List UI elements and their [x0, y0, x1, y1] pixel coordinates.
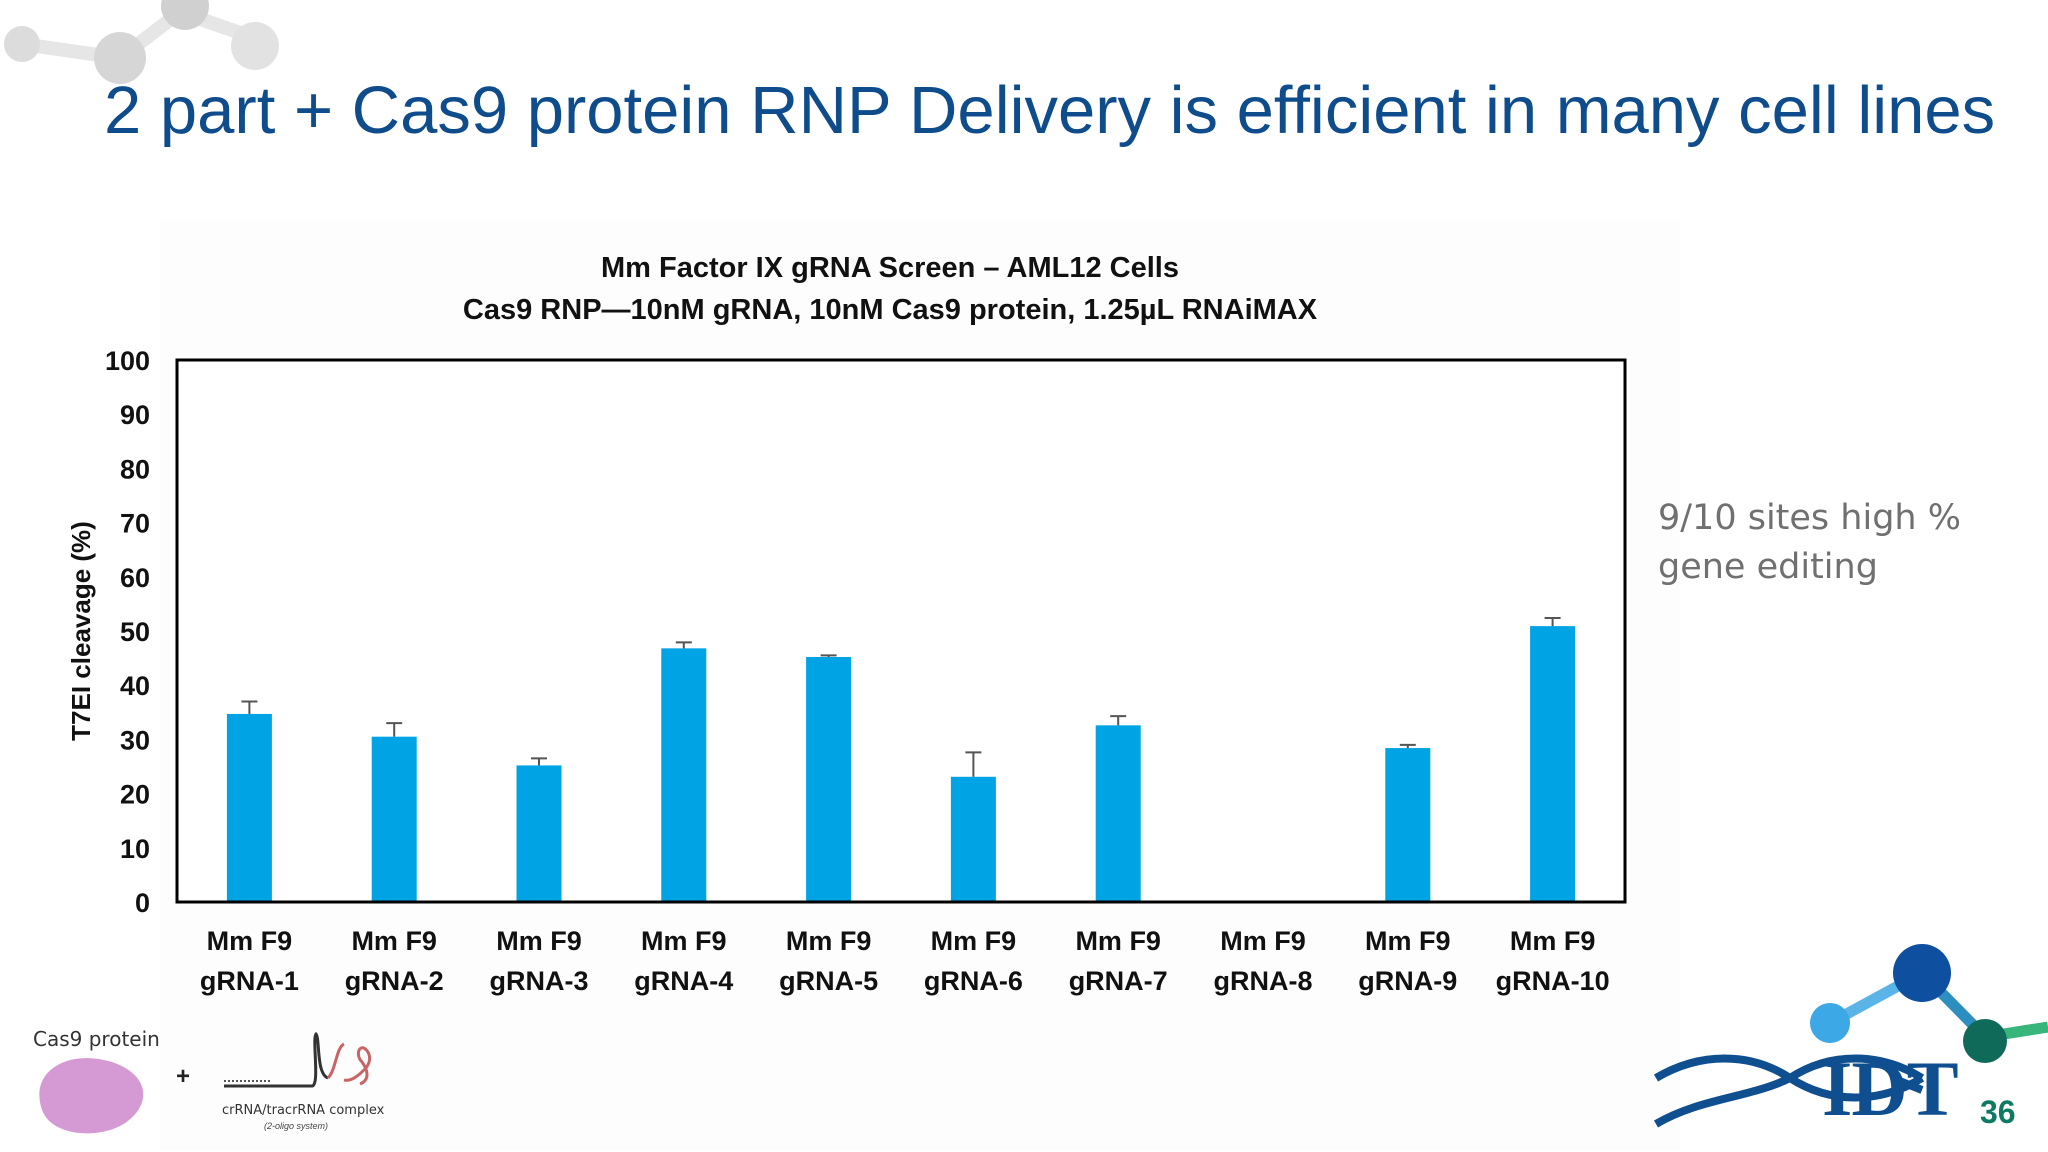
chart-subtitle: Cas9 RNP—10nM gRNA, 10nM Cas9 protein, 1…: [462, 294, 1318, 326]
y-tick-label: 100: [105, 346, 150, 376]
x-tick-label: gRNA-5: [779, 966, 878, 996]
plot-area: [175, 358, 1627, 904]
x-tick-label: gRNA-2: [345, 966, 444, 996]
bar: [661, 648, 707, 901]
y-tick-label: 80: [120, 454, 150, 484]
x-tick-label: Mm F9: [1510, 926, 1596, 956]
slide-title: 2 part + Cas9 protein RNP Delivery is ef…: [104, 73, 1996, 148]
x-tick-label: Mm F9: [1220, 926, 1306, 956]
crrna-tracrrna-sublabel: (2-oligo system): [264, 1121, 329, 1131]
x-tick-label: gRNA-3: [490, 966, 589, 996]
chart-title: Mm Factor IX gRNA Screen – AML12 Cells: [600, 252, 1179, 284]
x-tick-label: Mm F9: [641, 926, 727, 956]
cas9-protein-illustration: [39, 1058, 144, 1134]
x-tick-label: gRNA-9: [1358, 966, 1457, 996]
y-tick-label: 10: [120, 834, 150, 864]
bar: [1385, 748, 1431, 901]
x-tick-label: gRNA-10: [1496, 966, 1610, 996]
y-tick-label: 90: [120, 400, 150, 430]
y-tick-label: 0: [135, 888, 150, 918]
crrna-tracrrna-label: crRNA/tracrRNA complex: [222, 1103, 385, 1118]
bar: [226, 713, 272, 901]
cas9-protein-label: Cas9 protein: [33, 1027, 160, 1051]
x-tick-label: gRNA-8: [1214, 966, 1313, 996]
x-tick-label: Mm F9: [351, 926, 437, 956]
x-tick-label: gRNA-4: [634, 966, 733, 996]
bar: [806, 657, 852, 901]
bar: [371, 736, 417, 901]
page-number: 36: [1980, 1094, 2016, 1130]
x-tick-label: Mm F9: [1365, 926, 1451, 956]
crrna-tracrrna-illustration: [224, 1031, 372, 1088]
y-tick-label: 60: [120, 563, 150, 593]
y-tick-label: 70: [120, 509, 150, 539]
callout-text: 9/10 sites high % gene editing: [1658, 498, 1961, 587]
y-tick-label: 50: [120, 617, 150, 647]
molecule-decoration-icon: [4, 0, 279, 84]
x-tick-label: gRNA-6: [924, 966, 1023, 996]
x-tick-label: Mm F9: [786, 926, 872, 956]
x-tick-label: Mm F9: [931, 926, 1017, 956]
bar: [1095, 725, 1141, 901]
y-axis-label: T7EI cleavage (%): [66, 521, 96, 741]
plus-sign: +: [176, 1063, 191, 1090]
x-tick-label: gRNA-1: [200, 966, 299, 996]
y-tick-label: 40: [120, 671, 150, 701]
bar: [1530, 626, 1576, 901]
idt-logo-icon: [1653, 944, 2048, 1128]
x-tick-label: Mm F9: [1075, 926, 1161, 956]
x-tick-label: gRNA-7: [1069, 966, 1168, 996]
x-tick-label: Mm F9: [496, 926, 582, 956]
bar: [516, 765, 562, 901]
x-tick-label: Mm F9: [207, 926, 293, 956]
bar: [950, 776, 996, 901]
y-tick-label: 20: [120, 780, 150, 810]
idt-logo-text: IDT: [1822, 1045, 1959, 1132]
y-tick-label: 30: [120, 725, 150, 755]
